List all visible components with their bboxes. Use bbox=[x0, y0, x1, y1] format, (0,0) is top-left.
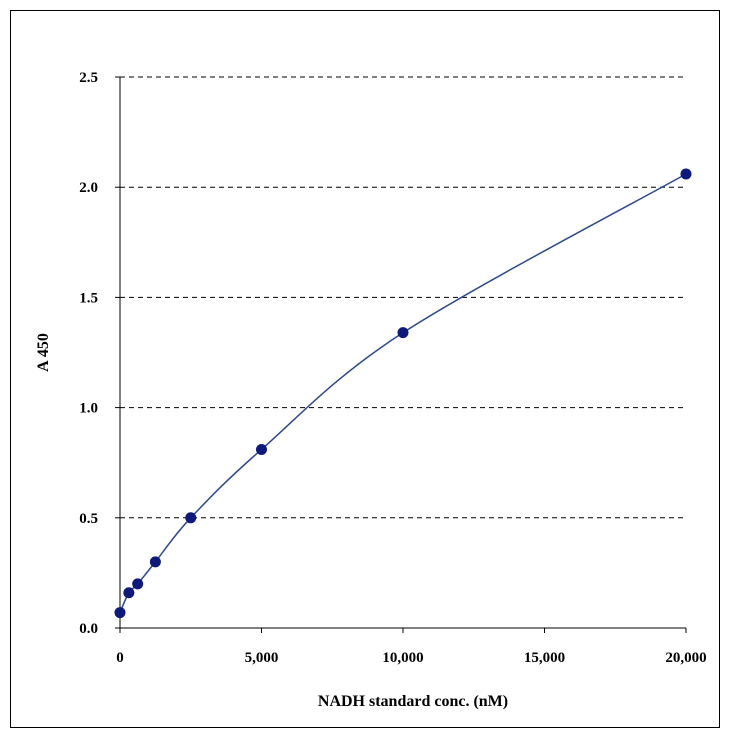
data-point bbox=[123, 587, 135, 599]
y-ticks: 0.0 0.5 1.0 1.5 2.0 2.5 bbox=[79, 70, 120, 637]
chart-frame bbox=[10, 10, 720, 728]
data-point bbox=[185, 512, 197, 524]
y-tick-label: 0.5 bbox=[79, 511, 98, 527]
y-tick-label: 1.0 bbox=[79, 401, 98, 417]
x-ticks: 0 5,000 10,000 15,000 20,000 bbox=[116, 628, 707, 666]
data-point bbox=[256, 443, 267, 455]
x-tick-label: 20,000 bbox=[665, 650, 706, 666]
data-points bbox=[114, 168, 692, 619]
x-tick-label: 0 bbox=[116, 650, 124, 666]
x-axis-label: NADH standard conc. (nM) bbox=[318, 693, 508, 710]
y-tick-label: 0.0 bbox=[79, 621, 98, 637]
data-point bbox=[132, 578, 144, 590]
x-tick-label: 5,000 bbox=[245, 650, 279, 666]
y-tick-label: 2.5 bbox=[79, 70, 98, 86]
y-tick-label: 1.5 bbox=[79, 290, 98, 306]
y-axis-label: A 450 bbox=[35, 333, 52, 372]
data-point bbox=[149, 556, 161, 568]
data-point bbox=[680, 168, 692, 180]
y-tick-label: 2.0 bbox=[79, 180, 98, 196]
series-curve bbox=[119, 173, 687, 613]
x-tick-label: 10,000 bbox=[382, 650, 423, 666]
data-point bbox=[397, 327, 409, 339]
x-tick-label: 15,000 bbox=[524, 650, 565, 666]
gridlines bbox=[120, 76, 686, 519]
data-point bbox=[114, 607, 126, 619]
